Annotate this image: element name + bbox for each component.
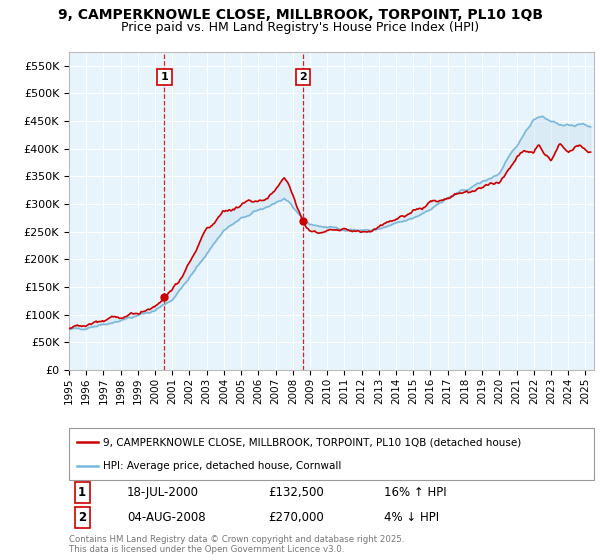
Text: 2: 2	[78, 511, 86, 524]
Text: 4% ↓ HPI: 4% ↓ HPI	[384, 511, 439, 524]
Text: Contains HM Land Registry data © Crown copyright and database right 2025.
This d: Contains HM Land Registry data © Crown c…	[69, 535, 404, 554]
Text: 1: 1	[160, 72, 168, 82]
Text: HPI: Average price, detached house, Cornwall: HPI: Average price, detached house, Corn…	[103, 461, 341, 471]
Text: 1: 1	[78, 486, 86, 499]
Text: £132,500: £132,500	[269, 486, 324, 499]
Text: 2: 2	[299, 72, 307, 82]
Text: £270,000: £270,000	[269, 511, 324, 524]
Text: Price paid vs. HM Land Registry's House Price Index (HPI): Price paid vs. HM Land Registry's House …	[121, 21, 479, 34]
Text: 18-JUL-2000: 18-JUL-2000	[127, 486, 199, 499]
Text: 16% ↑ HPI: 16% ↑ HPI	[384, 486, 446, 499]
Text: 9, CAMPERKNOWLE CLOSE, MILLBROOK, TORPOINT, PL10 1QB: 9, CAMPERKNOWLE CLOSE, MILLBROOK, TORPOI…	[58, 8, 542, 22]
Text: 04-AUG-2008: 04-AUG-2008	[127, 511, 205, 524]
Text: 9, CAMPERKNOWLE CLOSE, MILLBROOK, TORPOINT, PL10 1QB (detached house): 9, CAMPERKNOWLE CLOSE, MILLBROOK, TORPOI…	[103, 437, 521, 447]
